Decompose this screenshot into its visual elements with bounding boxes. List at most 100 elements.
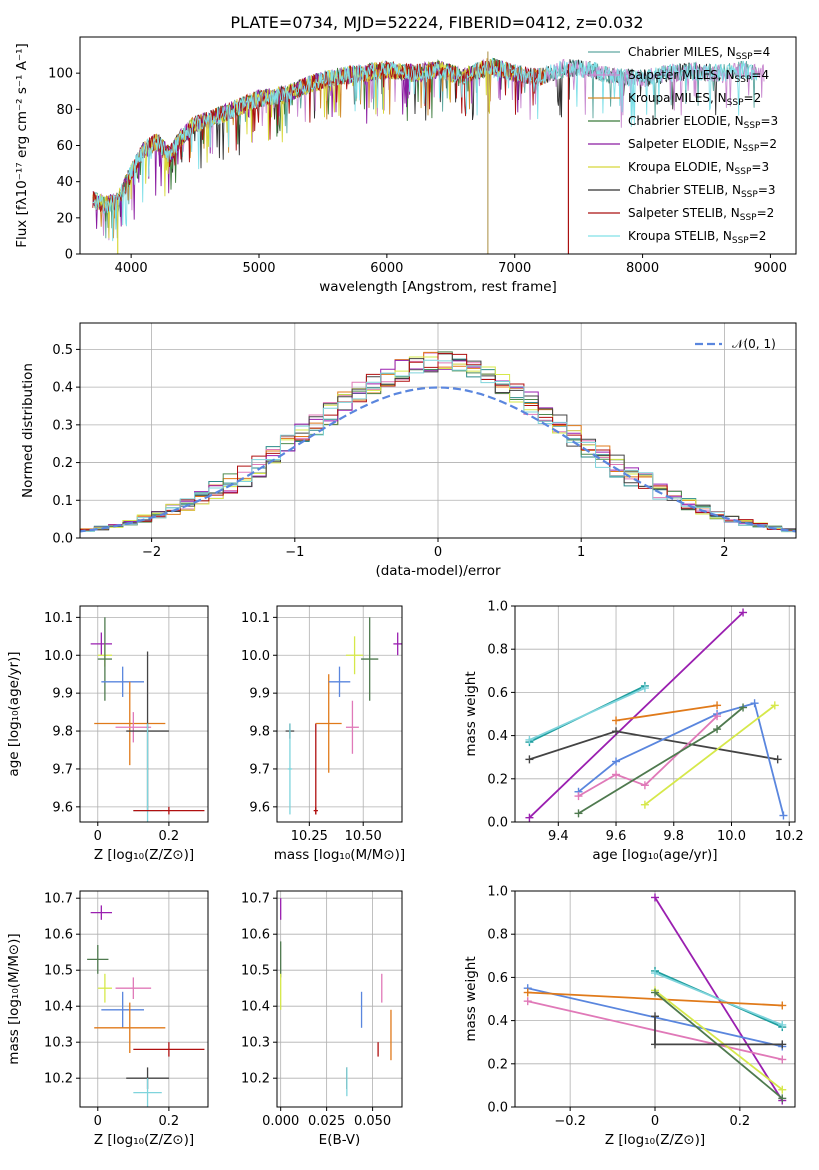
axes-frame	[79, 605, 209, 823]
mass-weight-series-5	[577, 702, 785, 816]
axes-frame	[79, 890, 209, 1108]
y-tick-label: 10.6	[241, 928, 270, 943]
x-tick-label: −0.2	[554, 1114, 586, 1129]
y-tick-label: 1.0	[487, 600, 508, 615]
x-tick-label: 7000	[498, 261, 531, 276]
y-tick-label: 10.3	[44, 1036, 73, 1051]
x-tick-label: 9000	[754, 261, 787, 276]
axes-frame	[79, 322, 797, 539]
y-tick-label: 10.0	[44, 649, 73, 664]
x-tick-label: 0.2	[159, 1114, 180, 1129]
legend-entry: Salpeter ELODIE, NSSP=2	[628, 137, 777, 154]
y-tick-label: 10.1	[241, 611, 270, 626]
y-tick-label: 0.6	[487, 971, 508, 986]
x-tick-label: 0	[434, 545, 442, 560]
y-tick-label: 0.0	[487, 1101, 508, 1116]
y-axis-label: mass weight	[463, 956, 479, 1041]
x-tick-label: 5000	[242, 261, 275, 276]
mass-weight-series-2	[529, 687, 646, 741]
y-tick-label: 0.4	[487, 729, 508, 744]
x-axis-label: Z [log₁₀(Z/Z⊙)]	[94, 1132, 194, 1148]
legend-entry: Chabrier STELIB, NSSP=3	[628, 183, 776, 200]
y-axis-label: age [log₁₀(age/yr)]	[6, 651, 22, 776]
x-tick-label: 9.6	[606, 829, 627, 844]
plot-area	[523, 893, 787, 1105]
spectrum-line-8	[92, 57, 758, 242]
spectrum-line-7	[92, 59, 547, 214]
x-tick-label: 1	[577, 545, 585, 560]
mass-vs-extinction-panel: 0.000 0.025 0.050 10.2 10.3 10.4 10.5 10.6 10.7 E…	[241, 890, 403, 1148]
legend-entry: Chabrier MILES, NSSP=4	[628, 45, 770, 62]
y-tick-label: 1.0	[487, 885, 508, 900]
y-tick-label: 0.4	[52, 381, 73, 396]
x-tick-label: 10.2	[775, 829, 804, 844]
mass-weight-series-6	[654, 989, 783, 1091]
legend-entry: Kroupa MILES, NSSP=2	[628, 91, 761, 108]
mass-vs-metallicity-panel: 0 0.2 10.2 10.3 10.4 10.5 10.6 10.7 Z [log₁₀(Z/Z…	[6, 890, 209, 1148]
axes-frame	[514, 890, 796, 1108]
legend-entry: 𝒩(0, 1)	[732, 337, 776, 351]
legend: Chabrier MILES, NSSP=4 Salpeter MILES, NS…	[588, 45, 778, 246]
legend: 𝒩(0, 1)	[695, 337, 776, 351]
x-tick-label: 4000	[115, 261, 148, 276]
y-tick-label: 9.9	[249, 687, 270, 702]
y-tick-label: 60	[56, 139, 73, 154]
y-axis-label: Normed distribution	[20, 363, 36, 498]
plot-area	[80, 351, 796, 534]
mass-weight-series-0	[528, 611, 744, 819]
x-axis-label: age [log₁₀(age/yr)]	[592, 847, 717, 863]
x-tick-label: 10.50	[345, 829, 382, 844]
y-axis-label: mass weight	[463, 671, 479, 756]
y-tick-label: 0.2	[52, 456, 73, 471]
mass-weight-series-7	[654, 991, 783, 1100]
y-tick-label: 0.4	[487, 1014, 508, 1029]
y-tick-label: 10.4	[241, 1000, 270, 1015]
axes-frame	[514, 605, 796, 823]
x-tick-label: 9.4	[548, 829, 569, 844]
y-tick-label: 10.7	[44, 892, 73, 907]
legend-entry: Kroupa ELODIE, NSSP=3	[628, 160, 769, 177]
y-tick-label: 40	[56, 175, 73, 190]
x-axis-label: wavelength [Angstrom, rest frame]	[319, 279, 557, 295]
x-tick-label: 6000	[370, 261, 403, 276]
y-tick-label: 10.6	[44, 928, 73, 943]
x-tick-label: 0.000	[262, 1114, 299, 1129]
y-tick-label: 0.1	[52, 494, 73, 509]
x-tick-label: 0	[94, 1114, 102, 1129]
y-tick-label: 0.5	[52, 343, 73, 358]
axes-frame	[276, 890, 403, 1108]
y-tick-label: 0.0	[487, 816, 508, 831]
mass-weight-series-7	[578, 706, 744, 815]
y-tick-label: 10.5	[44, 964, 73, 979]
y-tick-label: 9.6	[249, 800, 270, 815]
y-tick-label: 10.1	[44, 611, 73, 626]
mass-weight-vs-metallicity-panel: −0.2 0 0.2 0.0 0.2 0.4 0.6 0.8 1.0 Z [log₁₀(Z/Z⊙)…	[463, 885, 796, 1148]
age-vs-metallicity-panel: 0 0.2 9.6 9.7 9.8 9.9 10.0 10.1 Z [log₁₀(Z/Z⊙)] a…	[6, 605, 209, 863]
y-tick-label: 0.8	[487, 928, 508, 943]
mass-weight-vs-age-panel: 9.4 9.6 9.8 10.0 10.2 0.0 0.2 0.4 0.6 0.8 1.0 age […	[463, 600, 804, 864]
residual-histogram-panel: −2 −1 0 1 2 0.0 0.1 0.2 0.3 0.4 0.5 (data-model)/er…	[20, 322, 797, 579]
plot-area	[90, 617, 205, 822]
y-axis-label: Flux [fλ10⁻¹⁷ erg cm⁻² s⁻¹ A⁻¹]	[14, 43, 30, 248]
y-tick-label: 20	[56, 211, 73, 226]
x-axis-label: (data-model)/error	[375, 563, 501, 579]
x-axis-label: E(B-V)	[319, 1132, 361, 1148]
x-axis-label: mass [log₁₀(M/M⊙)]	[274, 847, 405, 863]
x-tick-label: 0.2	[159, 829, 180, 844]
y-tick-label: 10.5	[241, 964, 270, 979]
x-tick-label: 9.8	[663, 829, 684, 844]
mass-weight-series-2	[654, 972, 783, 1026]
x-tick-label: 8000	[626, 261, 659, 276]
y-tick-label: 0.6	[487, 686, 508, 701]
y-tick-label: 0.2	[487, 772, 508, 787]
y-tick-label: 9.8	[52, 725, 73, 740]
y-tick-label: 0.3	[52, 418, 73, 433]
legend-entry: Chabrier ELODIE, NSSP=3	[628, 114, 778, 131]
plot-area	[525, 608, 788, 822]
y-tick-label: 0.0	[52, 532, 73, 547]
figure-title: PLATE=0734, MJD=52224, FIBERID=0412, z=0…	[230, 13, 643, 32]
x-tick-label: 0	[651, 1114, 659, 1129]
x-tick-label: 0.050	[354, 1114, 391, 1129]
y-tick-label: 9.6	[52, 800, 73, 815]
